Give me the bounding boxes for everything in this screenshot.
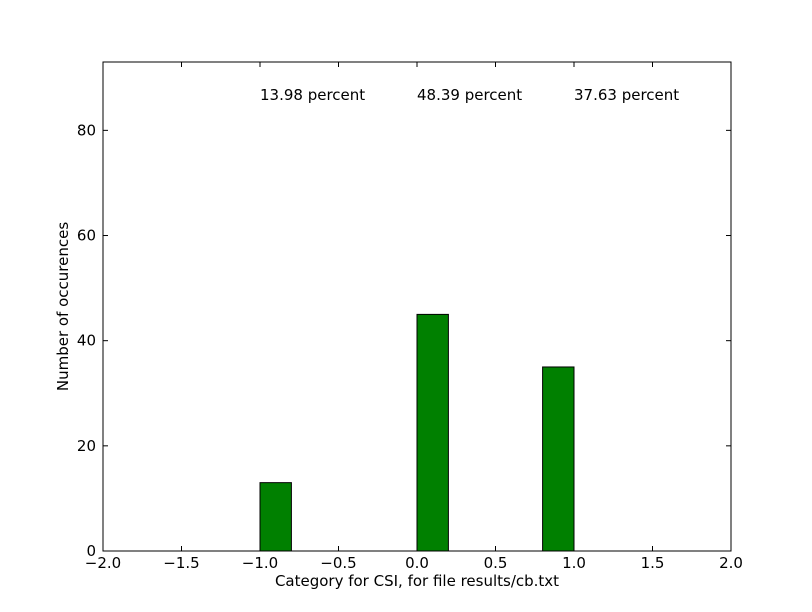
- y-tick-label: 40: [77, 332, 96, 350]
- y-tick-label: 60: [77, 227, 96, 245]
- percent-annotation: 13.98 percent: [260, 86, 365, 104]
- percent-annotation: 37.63 percent: [574, 86, 679, 104]
- x-tick-label: 1.5: [641, 554, 665, 572]
- x-tick-label: −2.0: [85, 554, 121, 572]
- ticks-layer: −2.0 −1.5 −1.0 −0.5 0.0 0.5 1.0 1.5 2.0 0 20 40 60 80: [77, 62, 743, 572]
- bar-1: [416, 313, 449, 552]
- y-tick-label: 80: [77, 121, 96, 139]
- x-tick-label: 0.0: [405, 554, 429, 572]
- annotations-layer: 13.98 percent 48.39 percent 37.63 percent: [260, 86, 679, 104]
- bars-layer: [259, 313, 575, 552]
- x-axis-label: Category for CSI, for file results/cb.tx…: [275, 572, 559, 590]
- bar-0: [259, 482, 292, 552]
- y-axis-label: Number of occurences: [54, 222, 72, 391]
- plot-frame: [102, 61, 732, 552]
- x-tick-label: 2.0: [719, 554, 743, 572]
- percent-annotation: 48.39 percent: [417, 86, 522, 104]
- x-tick-label: 0.5: [484, 554, 508, 572]
- y-tick-label: 20: [77, 437, 96, 455]
- y-tick-label: 0: [86, 542, 96, 560]
- x-tick-label: −1.0: [242, 554, 278, 572]
- x-tick-label: 1.0: [562, 554, 586, 572]
- bar-2: [542, 366, 575, 552]
- x-tick-label: −0.5: [320, 554, 356, 572]
- x-tick-label: −1.5: [163, 554, 199, 572]
